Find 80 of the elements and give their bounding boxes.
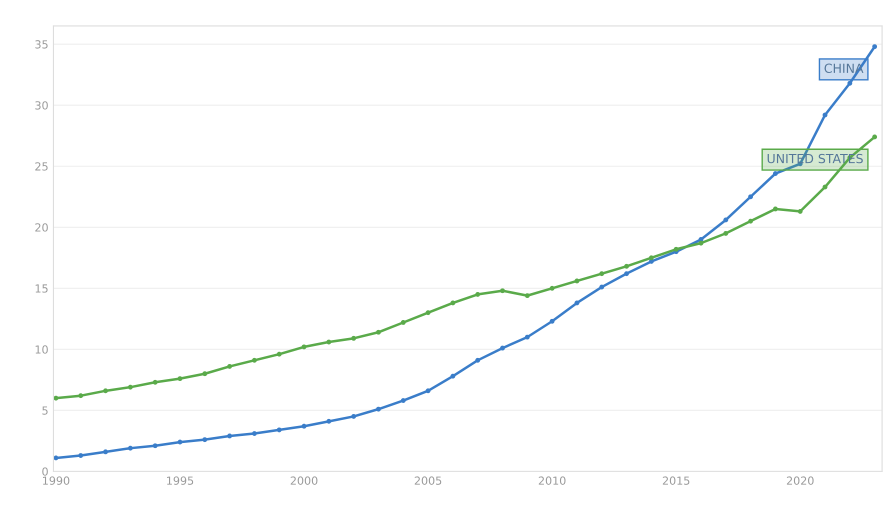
y-tick-label: 10 (36, 345, 48, 354)
point (648, 255, 654, 260)
point (227, 434, 232, 438)
point (103, 449, 108, 454)
point (152, 380, 158, 385)
point (54, 396, 58, 401)
x-tick-label: 2020 (786, 476, 814, 485)
point (524, 334, 530, 340)
point (772, 171, 778, 176)
point (574, 278, 580, 284)
point (500, 288, 505, 294)
point (748, 194, 754, 200)
point (252, 358, 257, 363)
x-tick-label: 1995 (167, 476, 194, 485)
point (128, 384, 133, 390)
x-tick-label: 2000 (290, 476, 318, 485)
point (54, 456, 58, 460)
point (302, 344, 306, 350)
point (798, 208, 803, 214)
point (599, 284, 604, 290)
point (178, 440, 182, 445)
point (426, 310, 431, 316)
point (524, 293, 530, 298)
y-tick-label: 0 (42, 467, 48, 476)
y-tick-label: 15 (36, 284, 48, 293)
point (326, 340, 332, 344)
point (78, 393, 84, 398)
y-tick-label: 35 (35, 40, 48, 49)
x-tick-label: 1990 (43, 476, 70, 485)
point (152, 443, 158, 448)
point (400, 320, 406, 325)
y-tick-label: 30 (35, 101, 48, 110)
point (624, 264, 629, 269)
y-tick-label: 25 (35, 162, 48, 171)
point (624, 271, 629, 276)
point (276, 427, 282, 432)
point (376, 330, 381, 335)
point (822, 184, 828, 190)
y-tick-label: 5 (42, 406, 48, 415)
point (326, 418, 332, 424)
x-tick-label: 2015 (662, 476, 690, 485)
point (202, 437, 208, 442)
point (475, 358, 480, 363)
point (500, 346, 505, 351)
point (178, 376, 182, 382)
point (351, 336, 356, 341)
point (103, 388, 108, 394)
point (302, 424, 306, 429)
point (698, 240, 704, 246)
point (674, 246, 679, 252)
y-tick-label: 20 (35, 223, 48, 232)
point (574, 300, 580, 306)
point (351, 414, 356, 419)
point (723, 230, 728, 236)
point (227, 364, 232, 369)
point (202, 371, 208, 376)
point (450, 374, 456, 379)
point (252, 431, 257, 436)
point (450, 300, 456, 306)
point (550, 318, 555, 324)
point (822, 112, 828, 118)
point (128, 446, 133, 451)
point (847, 80, 852, 86)
point (648, 259, 654, 264)
point (276, 352, 282, 357)
point (78, 453, 84, 458)
point (748, 218, 754, 224)
point (772, 206, 778, 212)
point (599, 271, 604, 276)
x-tick-label: 2005 (414, 476, 442, 485)
point (376, 406, 381, 412)
point (475, 292, 480, 297)
point (872, 44, 878, 50)
point (550, 286, 555, 291)
x-tick-label: 2010 (538, 476, 566, 485)
point (723, 218, 728, 222)
point (426, 388, 431, 394)
point (698, 237, 704, 242)
point (872, 134, 878, 140)
point (400, 398, 406, 404)
